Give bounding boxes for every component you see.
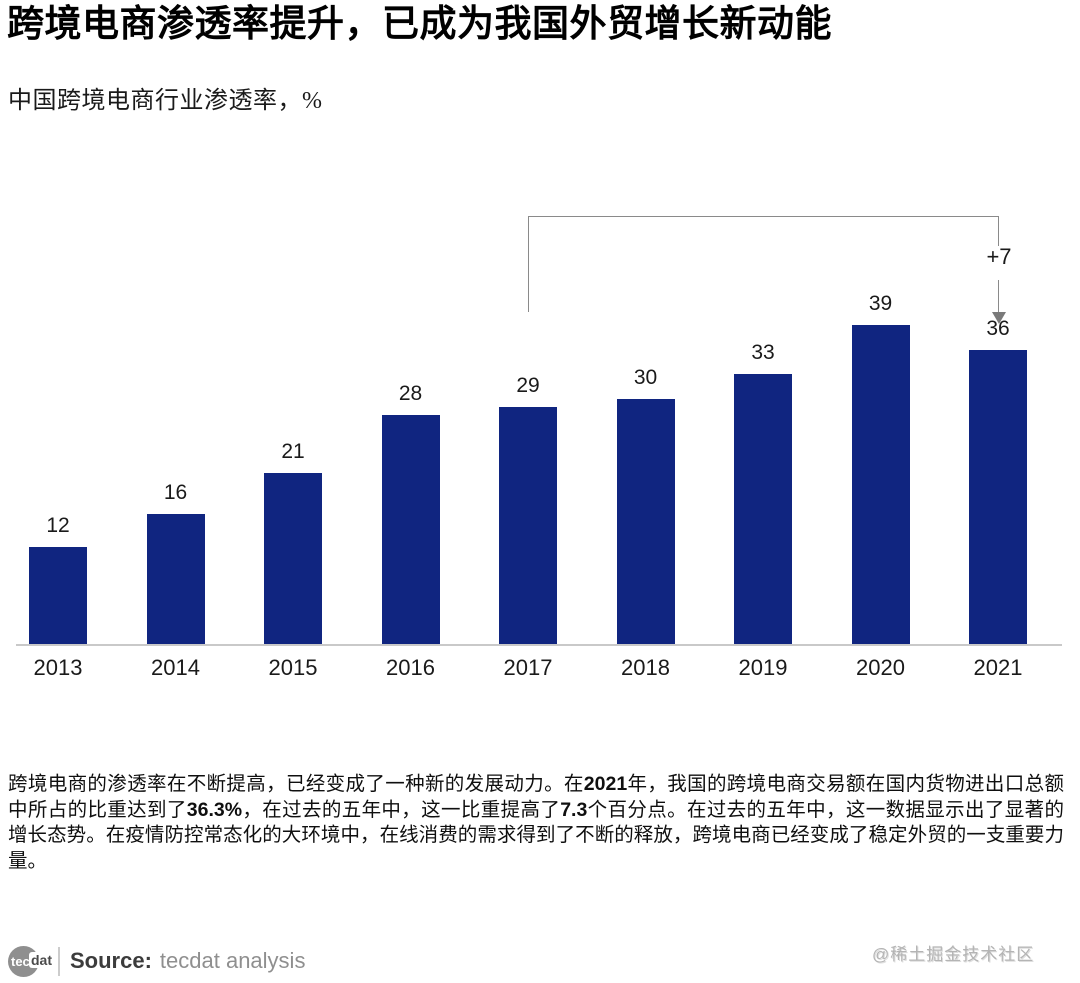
paragraph-text: ，在过去的五年中，这一比重提高了 [242, 799, 561, 821]
annotation-delta-label: +7 [986, 244, 1012, 269]
x-axis-label-2016: 2016 [386, 655, 435, 680]
x-axis-labels: 2013 2014 2015 2016 2017 2018 2019 2020 2021 [25, 655, 1031, 681]
x-axis-label-2021: 2021 [973, 655, 1023, 680]
arrow-down-icon [992, 312, 1006, 324]
bar-value-label: 29 [516, 374, 540, 397]
bar-value-label: 33 [751, 341, 775, 364]
paragraph-highlight: 36.3% [186, 798, 243, 821]
x-axis-label-2017: 2017 [503, 655, 553, 680]
bracket-horizontal-line [528, 216, 999, 217]
x-axis-label-2014: 2014 [151, 655, 200, 680]
x-axis-label-2015: 2015 [268, 655, 318, 680]
logo-circle-text: tec [11, 954, 30, 969]
x-axis-label-2019: 2019 [738, 655, 788, 680]
source-label: Source: [70, 948, 152, 973]
bar-2017 [499, 407, 557, 645]
bracket-right-leg [998, 216, 999, 246]
chart-subtitle: 中国跨境电商行业渗透率，% [8, 88, 323, 114]
paragraph-text: 跨境电商的渗透率在不断提高，已经变成了一种新的发展动力。在 [8, 774, 584, 795]
bar-2020 [851, 325, 910, 645]
bar-2019 [734, 374, 792, 645]
bar-2018 [616, 399, 675, 645]
bar-value-label: 16 [163, 481, 188, 504]
bar-value-label: 30 [633, 366, 658, 389]
chart-column-2014: 16 [143, 481, 209, 645]
paragraph-text: 年，我国的跨境电商交易额在国内货物进出口总额中所占的比重达到了 [8, 774, 1064, 821]
bar-2015 [264, 473, 322, 645]
chart-column-2015: 21 [260, 440, 326, 645]
x-axis-label-2013: 2013 [33, 655, 83, 680]
bracket-left-leg [528, 216, 529, 312]
body-paragraph: 跨境电商的渗透率在不断提高，已经变成了一种新的发展动力。在2021年，我国的跨境… [8, 772, 1064, 874]
chart-column-2020: 39 [848, 292, 914, 645]
page-title: 跨境电商渗透率提升，已成为我国外贸增长新动能 [7, 4, 832, 45]
watermark: @稀土掘金技术社区 [872, 945, 1035, 964]
chart-column-2017: 29 [495, 374, 561, 645]
bar-value-label: 21 [281, 440, 305, 463]
x-axis-label-2020: 2020 [856, 655, 905, 680]
bar-2016 [381, 415, 440, 645]
annotation-arrow-shaft [998, 280, 999, 313]
chart-column-2021: 36 [965, 317, 1031, 645]
bar-2014 [146, 514, 205, 645]
bar-value-label: 28 [398, 382, 423, 405]
chart-column-2013: 12 [25, 514, 91, 645]
paragraph-highlight: 7.3 [560, 798, 588, 821]
paragraph-highlight: 2021 [583, 773, 628, 795]
bar-2021 [969, 350, 1027, 645]
bar-value-label: 12 [46, 514, 70, 537]
bar-chart-plot-area: 12 16 21 28 29 30 33 39 36 [25, 280, 1031, 645]
x-axis-line [16, 644, 1062, 646]
source-value: tecdat analysis [159, 948, 306, 973]
chart-column-2016: 28 [378, 382, 444, 645]
bar-value-label: 39 [868, 292, 893, 315]
footer-divider [58, 947, 60, 976]
bar-2013 [29, 547, 87, 645]
source-line: Source: tecdat analysis [70, 948, 305, 974]
x-axis-label-2018: 2018 [621, 655, 670, 680]
logo-suffix-text: dat [29, 952, 54, 968]
paragraph-text: 个百分点。在过去的五年中，这一数据显示出了显著的增长态势。在疫情防控常态化的大环… [8, 799, 1064, 872]
chart-column-2019: 33 [730, 341, 796, 645]
chart-column-2018: 30 [613, 366, 679, 645]
